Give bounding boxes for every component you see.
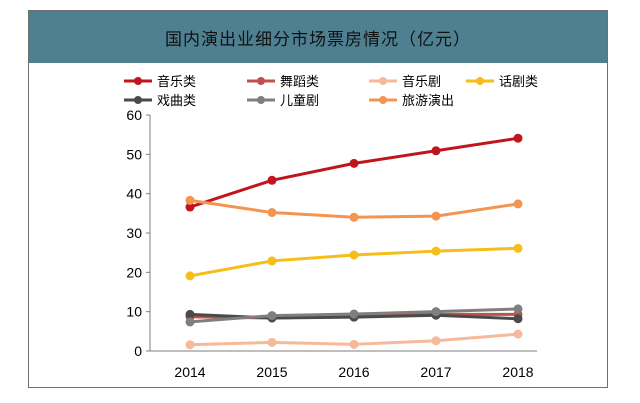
- data-point: [185, 317, 195, 327]
- data-point: [267, 311, 277, 321]
- series: [185, 195, 523, 222]
- x-tick-label: 2014: [174, 364, 205, 380]
- legend-label: 旅游演出: [402, 93, 454, 109]
- chart-frame: 国内演出业细分市场票房情况（亿元） 音乐类 舞蹈类 音乐剧 话剧类戏曲类 儿童剧 旅游演出…: [28, 10, 608, 388]
- legend-marker: [134, 77, 142, 85]
- legend-item: 儿童剧: [247, 93, 319, 109]
- y-tick-label: 60: [126, 107, 142, 123]
- legend-marker: [379, 77, 387, 85]
- legend-label: 音乐类: [157, 74, 196, 90]
- series: [185, 243, 523, 281]
- data-point: [513, 199, 523, 209]
- legend-label: 戏曲类: [157, 94, 196, 109]
- legend-item: 话剧类: [466, 75, 538, 90]
- x-tick-label: 2017: [420, 364, 451, 380]
- series-layer: [185, 133, 523, 350]
- legend-item: 音乐类: [124, 74, 196, 90]
- data-point: [267, 208, 277, 218]
- legend-marker: [257, 77, 265, 85]
- y-tick-label: 30: [126, 225, 142, 241]
- data-point: [349, 250, 359, 260]
- data-point: [431, 307, 441, 317]
- y-tick-label: 20: [126, 264, 142, 280]
- data-point: [185, 202, 195, 212]
- data-point: [349, 212, 359, 222]
- data-point: [185, 340, 195, 350]
- data-point: [431, 336, 441, 346]
- axes: 0 10 20 30 40 50 60 2014 2015 2016 2017 2018: [126, 107, 537, 380]
- data-point: [513, 329, 523, 339]
- chart-title: 国内演出业细分市场票房情况（亿元）: [165, 29, 471, 50]
- series: [185, 329, 523, 350]
- data-point: [349, 158, 359, 168]
- data-point: [513, 304, 523, 314]
- legend-label: 舞蹈类: [280, 75, 319, 90]
- y-tick-label: 10: [126, 304, 142, 320]
- series: [185, 133, 523, 212]
- legend-label: 音乐剧: [402, 74, 441, 90]
- data-point: [267, 337, 277, 347]
- chart-title-bar: 国内演出业细分市场票房情况（亿元）: [29, 11, 607, 63]
- series: [185, 304, 523, 327]
- series-line: [188, 136, 520, 209]
- data-point: [267, 256, 277, 266]
- data-point: [185, 195, 195, 205]
- legend-marker: [134, 96, 142, 104]
- legend-item: 舞蹈类: [247, 75, 319, 90]
- x-tick-label: 2015: [256, 364, 287, 380]
- y-tick-label: 40: [126, 186, 142, 202]
- data-point: [513, 314, 523, 324]
- data-point: [185, 309, 195, 319]
- data-point: [431, 146, 441, 156]
- data-point: [513, 133, 523, 143]
- y-tick-label: 50: [126, 146, 142, 162]
- y-tick-label: 0: [134, 343, 142, 359]
- legend-item: 音乐剧: [369, 74, 441, 90]
- data-point: [267, 175, 277, 185]
- legend-item: 戏曲类: [124, 94, 196, 109]
- legend-label: 儿童剧: [280, 93, 319, 109]
- data-point: [185, 271, 195, 281]
- legend-marker: [476, 77, 484, 85]
- data-point: [513, 243, 523, 253]
- legend-marker: [257, 96, 265, 104]
- data-point: [431, 246, 441, 256]
- x-tick-label: 2016: [338, 364, 369, 380]
- legend-marker: [379, 96, 387, 104]
- data-point: [349, 309, 359, 319]
- data-point: [349, 339, 359, 349]
- legend-item: 旅游演出: [369, 93, 454, 109]
- x-tick-label: 2018: [502, 364, 533, 380]
- data-point: [431, 211, 441, 221]
- legend-label: 话剧类: [499, 75, 538, 90]
